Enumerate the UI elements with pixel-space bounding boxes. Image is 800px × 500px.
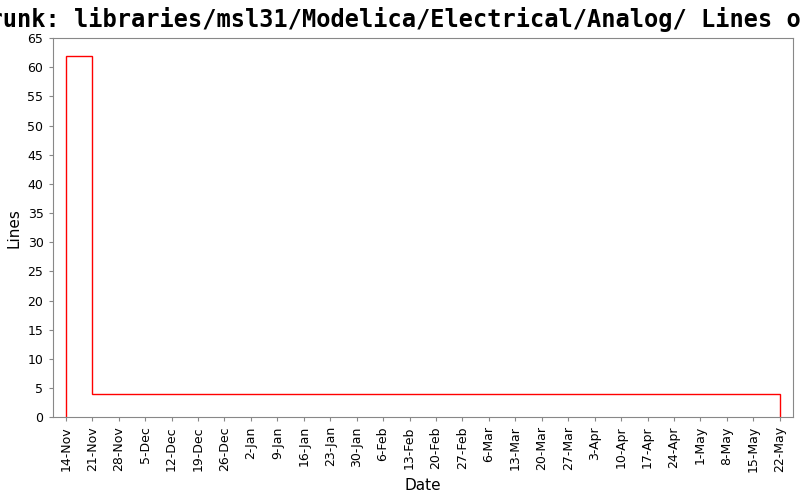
Y-axis label: Lines: Lines (7, 208, 22, 248)
Title: /trunk: libraries/msl31/Modelica/Electrical/Analog/ Lines of Code: /trunk: libraries/msl31/Modelica/Electri… (0, 7, 800, 32)
X-axis label: Date: Date (405, 478, 441, 493)
